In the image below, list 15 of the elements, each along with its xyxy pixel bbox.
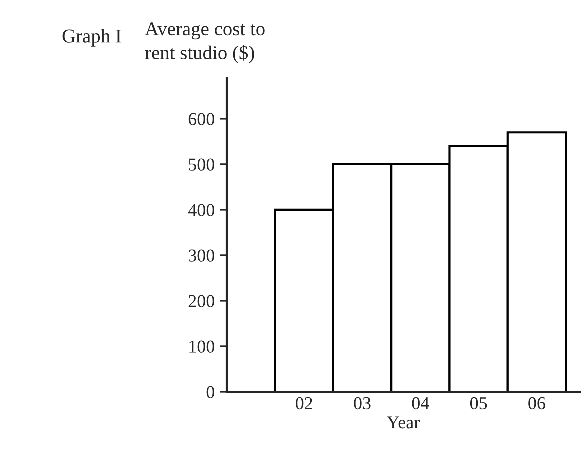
x-tick-label: 06	[528, 397, 546, 410]
y-tick-label: 500	[189, 158, 215, 171]
x-tick-label: 03	[354, 397, 371, 410]
y-tick-label: 400	[188, 204, 215, 216]
y-axis-title: Average cost to rent studio ($)	[145, 22, 265, 64]
y-tick-label: 100	[190, 340, 215, 353]
chart-title: Graph I	[62, 29, 122, 47]
x-tick-label: 04	[412, 397, 430, 410]
y-tick-label: 0	[206, 386, 215, 398]
y-tick-label: 200	[188, 295, 215, 308]
x-tick-label: 02	[296, 397, 312, 410]
y-tick-label: 300	[188, 250, 215, 262]
y-tick-label: 600	[188, 113, 215, 126]
x-axis-title: Year	[387, 416, 420, 429]
x-tick-label: 05	[470, 397, 488, 410]
